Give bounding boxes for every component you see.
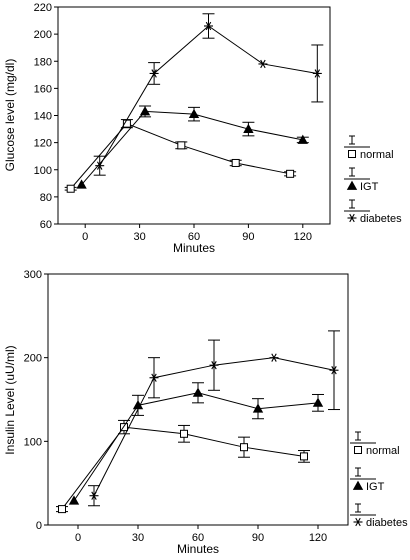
glucose-point-normal bbox=[177, 141, 186, 150]
insulin-ticks: 0 100 200 300 0 30 60 90 120 bbox=[24, 269, 328, 544]
glucose-y-tick-label: 180 bbox=[34, 56, 52, 68]
glucose-point-diabetes bbox=[312, 69, 322, 78]
insulin-point-IGT bbox=[68, 495, 80, 505]
glucose-x-tick-label: 120 bbox=[294, 231, 312, 243]
insulin-legend-entry-IGT: IGT bbox=[350, 467, 385, 493]
insulin-point-IGT bbox=[252, 403, 264, 413]
glucose-point-IGT bbox=[243, 123, 254, 133]
insulin-point-normal bbox=[58, 505, 66, 514]
insulin-series bbox=[56, 330, 340, 514]
insulin-chart: 0 100 200 300 0 30 60 90 120 Minutes Insulin Lev… bbox=[3, 269, 408, 556]
insulin-legend-entry-normal: normal bbox=[350, 431, 400, 457]
insulin-x-tick-label: 0 bbox=[75, 532, 81, 544]
glucose-line-diabetes bbox=[99, 25, 318, 166]
insulin-point-diabetes bbox=[89, 491, 99, 500]
insulin-y-tick-label: 100 bbox=[24, 436, 42, 448]
insulin-line-normal bbox=[61, 426, 305, 510]
glucose-y-tick-label: 100 bbox=[34, 165, 52, 177]
glucose-point-diabetes bbox=[204, 21, 214, 31]
glucose-series-diabetes bbox=[93, 13, 324, 176]
glucose-point-normal bbox=[66, 184, 75, 193]
insulin-x-tick-label: 30 bbox=[132, 532, 144, 544]
glucose-legend-marker-normal bbox=[348, 150, 356, 158]
insulin-point-diabetes bbox=[149, 373, 159, 382]
glucose-y-tick-label: 200 bbox=[34, 29, 52, 41]
glucose-chart: 60 80 100 120 140 160 180 200 220 0 30 60 90 120 Minu… bbox=[3, 2, 402, 255]
glucose-y-tick-label: 160 bbox=[34, 83, 52, 95]
glucose-x-tick-label: 0 bbox=[82, 231, 88, 243]
insulin-y-tick-label: 0 bbox=[36, 520, 42, 532]
insulin-series-IGT bbox=[68, 382, 324, 505]
insulin-y-tick-label: 300 bbox=[24, 269, 42, 281]
glucose-legend-marker-diabetes bbox=[347, 213, 357, 223]
glucose-point-normal bbox=[286, 169, 295, 178]
glucose-x-axis-label: Minutes bbox=[173, 241, 215, 255]
insulin-legend: normal IGT diabetes bbox=[350, 431, 408, 529]
insulin-point-IGT bbox=[312, 397, 324, 407]
glucose-point-normal bbox=[231, 158, 240, 167]
insulin-legend-marker-diabetes bbox=[353, 517, 363, 527]
glucose-point-IGT bbox=[188, 108, 200, 119]
glucose-legend-marker-IGT bbox=[346, 180, 358, 190]
glucose-legend: normal IGT diabetes bbox=[344, 135, 402, 225]
glucose-point-IGT bbox=[76, 179, 87, 189]
insulin-x-axis-label: Minutes bbox=[177, 542, 219, 556]
glucose-point-diabetes bbox=[258, 59, 268, 69]
insulin-point-IGT bbox=[192, 387, 204, 397]
glucose-x-tick-label: 90 bbox=[242, 231, 254, 243]
glucose-legend-label-diabetes: diabetes bbox=[360, 213, 402, 225]
insulin-legend-label-diabetes: diabetes bbox=[366, 517, 408, 529]
insulin-series-diabetes bbox=[88, 330, 340, 507]
insulin-x-tick-label: 60 bbox=[192, 532, 204, 544]
glucose-point-IGT bbox=[139, 106, 151, 116]
glucose-legend-entry-IGT: IGT bbox=[344, 167, 379, 193]
glucose-y-tick-label: 80 bbox=[40, 192, 52, 204]
glucose-legend-entry-normal: normal bbox=[344, 135, 394, 161]
glucose-legend-label-normal: normal bbox=[360, 149, 394, 161]
glucose-y-axis-label: Glucose level (mg/dl) bbox=[3, 59, 17, 172]
insulin-point-normal bbox=[180, 429, 188, 438]
insulin-line-IGT bbox=[73, 392, 319, 502]
insulin-point-diabetes bbox=[269, 353, 279, 362]
glucose-point-diabetes bbox=[149, 69, 159, 78]
insulin-point-diabetes bbox=[329, 366, 339, 375]
insulin-y-axis-label: Insulin Level (uU/ml) bbox=[3, 345, 17, 454]
insulin-point-normal bbox=[300, 452, 308, 461]
insulin-x-tick-label: 120 bbox=[309, 532, 327, 544]
insulin-point-diabetes bbox=[209, 361, 219, 370]
insulin-point-normal bbox=[240, 443, 248, 452]
glucose-x-tick-label: 60 bbox=[188, 231, 200, 243]
insulin-series-normal bbox=[56, 419, 310, 514]
glucose-x-tick-label: 30 bbox=[133, 231, 145, 243]
glucose-point-IGT bbox=[297, 134, 308, 144]
insulin-y-tick-label: 200 bbox=[24, 353, 42, 365]
glucose-series-normal bbox=[64, 119, 297, 193]
insulin-legend-marker-normal bbox=[354, 446, 362, 454]
glucose-series bbox=[64, 13, 324, 193]
glucose-y-tick-label: 120 bbox=[34, 138, 52, 150]
insulin-legend-label-normal: normal bbox=[366, 445, 400, 457]
glucose-line-IGT bbox=[81, 110, 303, 185]
insulin-legend-label-IGT: IGT bbox=[366, 481, 385, 493]
insulin-legend-marker-IGT bbox=[352, 480, 364, 490]
glucose-point-diabetes bbox=[95, 161, 105, 170]
insulin-legend-entry-diabetes: diabetes bbox=[350, 503, 408, 529]
glucose-y-tick-label: 60 bbox=[40, 219, 52, 231]
glucose-series-IGT bbox=[76, 105, 309, 189]
insulin-x-tick-label: 90 bbox=[252, 532, 264, 544]
glucose-legend-entry-diabetes: diabetes bbox=[344, 199, 402, 225]
glucose-y-tick-label: 220 bbox=[34, 2, 52, 14]
glucose-ticks: 60 80 100 120 140 160 180 200 220 0 30 60 90 120 bbox=[34, 2, 312, 243]
glucose-y-tick-label: 140 bbox=[34, 111, 52, 123]
glucose-legend-label-IGT: IGT bbox=[360, 181, 379, 193]
